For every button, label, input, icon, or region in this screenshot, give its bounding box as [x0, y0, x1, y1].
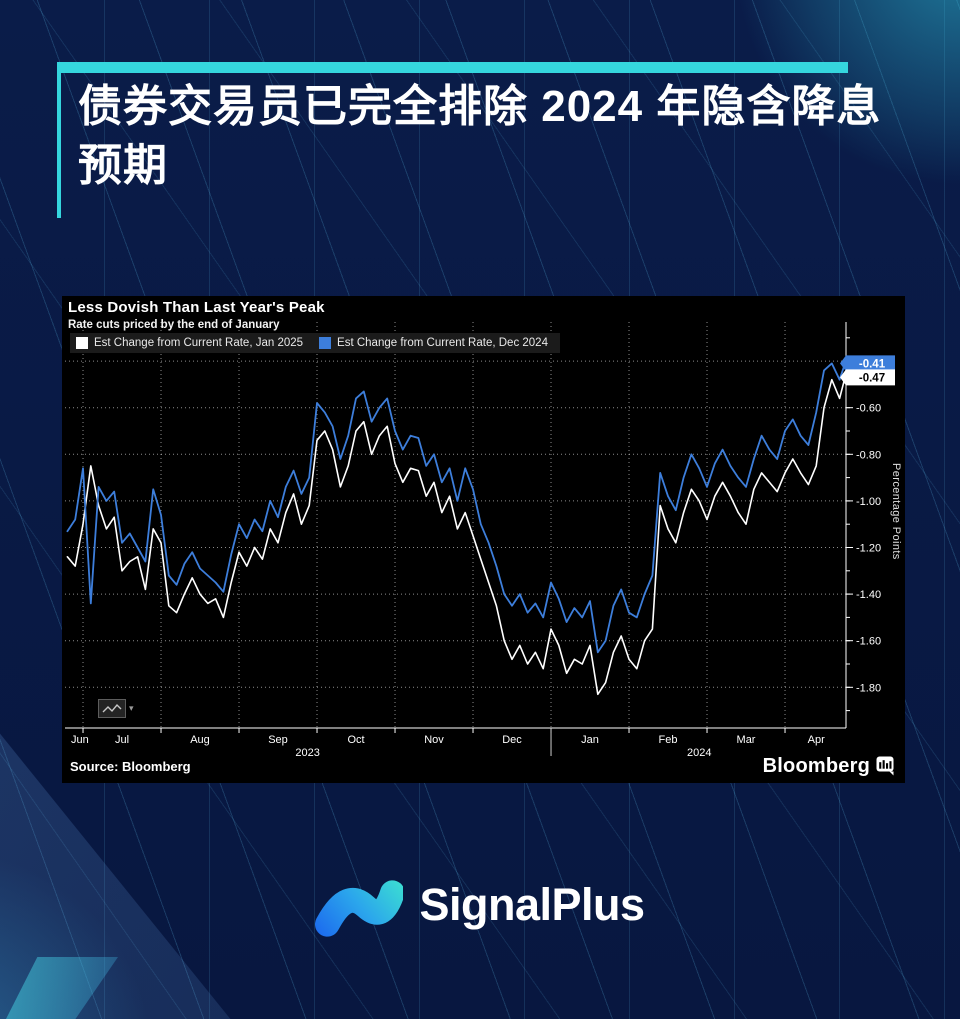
chart-subtitle: Rate cuts priced by the end of January: [68, 319, 280, 331]
legend-swatch-blue: [319, 337, 332, 349]
bloomberg-wordmark: Bloomberg: [762, 754, 870, 777]
x-tick-label: Jul: [115, 734, 129, 746]
legend-label: Est Change from Current Rate, Dec 2024: [337, 337, 548, 349]
chart-type-button[interactable]: ▾: [98, 699, 134, 718]
y-tick-label: -1.60: [856, 636, 881, 648]
year-label: 2024: [687, 747, 711, 759]
last-value-label: -0.41: [859, 358, 886, 370]
x-tick-label: Sep: [268, 734, 288, 746]
signalplus-logo-icon: [315, 880, 404, 937]
year-label: 2023: [295, 747, 319, 759]
chart-legend: Est Change from Current Rate, Jan 2025 E…: [70, 333, 560, 353]
y-tick-label: -1.40: [856, 589, 881, 601]
rate-cut-line-chart: -0.60 -0.80 -1.00 -1.20 -1.40 -1.60 -1.80 Jun Ju…: [65, 322, 895, 759]
last-value-tag: [840, 369, 895, 386]
y-tick-label: -1.20: [856, 543, 881, 555]
chart-title: Less Dovish Than Last Year's Peak: [68, 299, 325, 316]
accent-bar-top: [57, 62, 848, 73]
signalplus-brand: SignalPlus: [0, 853, 960, 957]
page-title: 债券交易员已完全排除 2024 年隐含降息预期: [78, 82, 882, 190]
x-tick-label: Nov: [424, 734, 444, 746]
y-axis-title: Percentage Points: [890, 463, 902, 560]
signalplus-wordmark: SignalPlus: [419, 879, 645, 930]
last-value-tag: [840, 355, 895, 372]
chevron-down-icon[interactable]: ▾: [129, 703, 134, 713]
x-tick-label: Mar: [737, 734, 756, 746]
line-chart-icon[interactable]: [98, 699, 126, 718]
x-tick-label: Feb: [659, 734, 678, 746]
bloomberg-logo: Bloomberg: [763, 755, 897, 778]
bloomberg-chart-bubble-icon: [876, 756, 894, 776]
y-tick-label: -1.80: [856, 682, 881, 694]
series-line-0: [66, 376, 846, 696]
last-value-label: -0.47: [859, 372, 885, 384]
x-tick-label: Oct: [347, 734, 364, 746]
y-tick-label: -0.80: [856, 449, 881, 461]
legend-label: Est Change from Current Rate, Jan 2025: [94, 337, 304, 349]
accent-bar-left: [57, 62, 61, 218]
legend-item-dec-2024: Est Change from Current Rate, Dec 2024: [319, 337, 548, 349]
y-tick-label: -1.00: [856, 496, 881, 508]
headline-block: 债券交易员已完全排除 2024 年隐含降息预期: [57, 62, 897, 218]
bloomberg-chart-panel: Less Dovish Than Last Year's Peak Rate c…: [62, 296, 905, 783]
x-tick-label: Dec: [502, 734, 522, 746]
source-row: Source: Bloomberg Bloomberg: [70, 754, 897, 778]
x-tick-label: Jun: [71, 734, 89, 746]
x-tick-label: Jan: [581, 734, 599, 746]
y-tick-label: -0.60: [856, 403, 881, 415]
x-tick-label: Apr: [808, 734, 825, 746]
source-label: Source: Bloomberg: [70, 758, 191, 774]
legend-swatch-white: [76, 337, 88, 349]
series-line-1: [66, 362, 846, 654]
legend-item-jan-2025: Est Change from Current Rate, Jan 2025: [76, 337, 303, 349]
x-tick-label: Aug: [190, 734, 210, 746]
